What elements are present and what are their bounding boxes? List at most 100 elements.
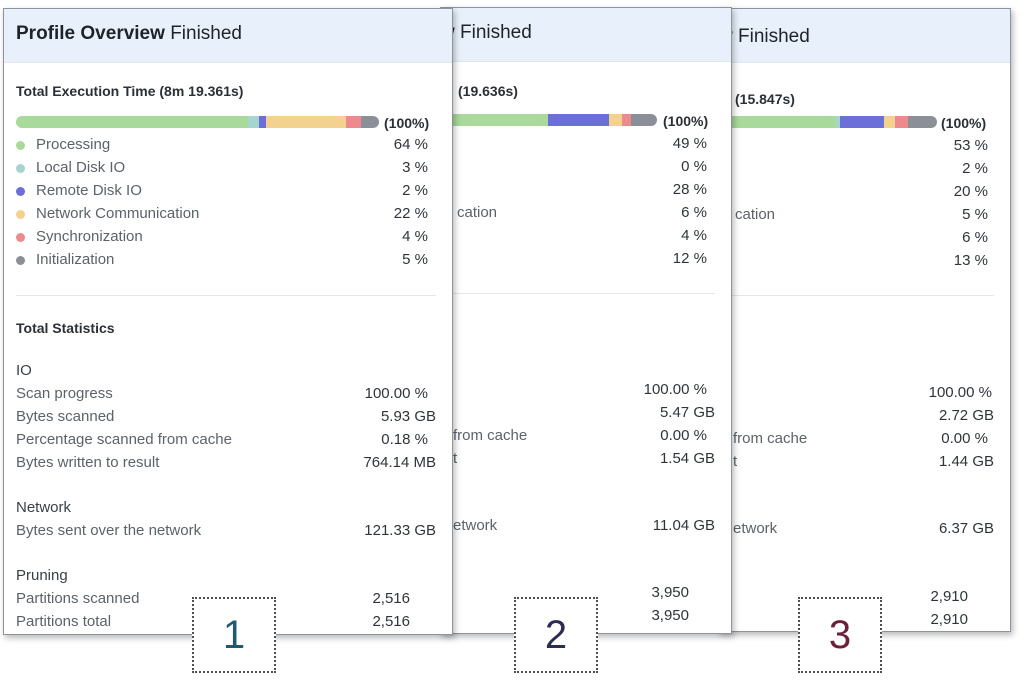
bytes-written-value: 1.44 GB [938,453,994,470]
panel-2-row-sync: 4 % [457,227,707,247]
init-label: Initialization [36,251,115,268]
panel-1-exec-time: Total Execution Time (8m 19.361s) [16,83,244,99]
panel-1-partitions-total: Partitions total 2,516 [16,613,410,633]
panel-3-bytes-sent: etwork 6.37 GB [733,520,994,540]
scan-progress-value: 100.00 % [928,384,992,401]
bytes-sent-value: 121.33 GB [364,522,436,539]
network-comm-label: cation [735,206,776,223]
bar-segment-synchronization [346,116,361,128]
init-value: 12 % [672,250,707,267]
bar-segment-initialization [360,116,379,128]
panel-2-row-network: cation 6 % [457,204,707,224]
local-disk-label: Local Disk IO [36,159,126,176]
panel-2-title: w Finished [441,22,532,43]
panel-1-row-processing: Processing 64 % [16,136,428,156]
partitions-total-value: 3,950 [651,607,689,624]
panel-2-header: w Finished [441,8,731,62]
network-heading: Network [16,499,72,516]
panel-3-divider [719,295,994,296]
bar-segment-remote-disk-io [547,114,609,126]
panel-1-row-remote-disk: Remote Disk IO 2 % [16,182,428,202]
panel-3-row-processing: 53 % [735,137,988,157]
local-disk-value: 2 % [962,160,988,177]
panel-2-row-local-disk: 0 % [457,158,707,178]
remote-disk-dot-icon [16,187,25,196]
pct-cache-value: 0.18 % [381,431,428,448]
panel-2-pct-cache: from cache 0.00 % [453,427,707,447]
local-disk-value: 3 % [402,159,428,176]
sync-value: 4 % [681,227,707,244]
network-comm-value: 22 % [393,205,428,222]
bytes-scanned-value: 5.93 GB [380,408,436,425]
bar-segment-processing [719,116,836,128]
bar-segment-processing [441,114,548,126]
pct-cache-value: 0.00 % [941,430,988,447]
profile-panel-3: w Finished (15.847s) (100%) 53 % 2 % 20 … [718,8,1011,632]
panel-1-bar-pct: (100%) [384,115,430,131]
panel-2-row-init: 12 % [457,250,707,270]
bytes-sent-value: 6.37 GB [938,520,994,537]
panel-3-row-remote-disk: 20 % [735,183,988,203]
panel-1-row-network: Network Communication 22 % [16,205,428,225]
panel-3-row-network: cation 5 % [735,206,988,226]
panel-2-row-processing: 49 % [457,135,707,155]
bytes-scanned-value: 5.47 GB [659,404,715,421]
local-disk-value: 0 % [681,158,707,175]
remote-disk-label: Remote Disk IO [36,182,142,199]
panel-1-row-local-disk: Local Disk IO 3 % [16,159,428,179]
pct-cache-value: 0.00 % [660,427,707,444]
bytes-sent-label: etwork [733,520,778,537]
panel-3-partitions-scanned: 2,910 [735,588,968,608]
sync-value: 4 % [402,228,428,245]
label-box-2: 2 [514,597,598,673]
panel-3-scan-progress: 100.00 % [735,384,992,404]
panel-3-bar-pct: (100%) [941,115,987,131]
bytes-written-value: 764.14 MB [363,454,436,471]
panel-1-bytes-scanned: Bytes scanned 5.93 GB [16,408,436,428]
bar-segment-network-communication [266,116,347,128]
bar-segment-synchronization [622,114,631,126]
panel-2-scan-progress: 100.00 % [457,381,707,401]
panel-3-header: w Finished [719,9,1010,63]
sync-label: Synchronization [36,228,143,245]
partitions-scanned-value: 3,950 [651,584,689,601]
panel-1-partitions-scanned: Partitions scanned 2,516 [16,590,410,610]
panel-2-bytes-sent: etwork 11.04 GB [453,517,715,537]
bar-segment-initialization [630,114,657,126]
network-comm-label: cation [457,204,498,221]
scan-progress-value: 100.00 % [364,385,428,402]
partitions-scanned-label: Partitions scanned [16,590,140,607]
panel-1-scan-progress: Scan progress 100.00 % [16,385,428,405]
pct-cache-label: from cache [733,430,808,447]
panel-2-divider [441,293,715,294]
panel-2-row-remote-disk: 28 % [457,181,707,201]
bytes-written-label: t [453,450,458,467]
bytes-scanned-label: Bytes scanned [16,408,115,425]
bytes-sent-value: 11.04 GB [652,517,715,534]
processing-value: 53 % [953,137,988,154]
network-comm-value: 5 % [962,206,988,223]
panel-3-bytes-written: t 1.44 GB [733,453,994,473]
profile-panel-2: w Finished (19.636s) (100%) 49 % 0 % 28 … [440,7,732,634]
partitions-total-label: Partitions total [16,613,112,630]
panel-3-bytes-scanned: 2.72 GB [735,407,994,427]
panel-1-pct-cache: Percentage scanned from cache 0.18 % [16,431,428,451]
bytes-written-label: Bytes written to result [16,454,160,471]
panel-2-exec-time: (19.636s) [458,83,518,99]
bar-segment-processing [16,116,249,128]
local-disk-dot-icon [16,164,25,173]
panel-1-title: Profile Overview Finished [16,23,242,45]
bytes-written-value: 1.54 GB [659,450,715,467]
partitions-scanned-value: 2,516 [372,590,410,607]
bytes-scanned-value: 2.72 GB [938,407,994,424]
panel-3-partitions-total: 2,910 [735,611,968,631]
remote-disk-value: 28 % [672,181,707,198]
label-box-3: 3 [798,597,882,673]
processing-dot-icon [16,141,25,150]
panel-3-title: w Finished [719,26,810,47]
scan-progress-label: Scan progress [16,385,113,402]
panel-2-bytes-written: t 1.54 GB [453,450,715,470]
remote-disk-value: 2 % [402,182,428,199]
processing-label: Processing [36,136,111,153]
partitions-total-value: 2,910 [930,611,968,628]
